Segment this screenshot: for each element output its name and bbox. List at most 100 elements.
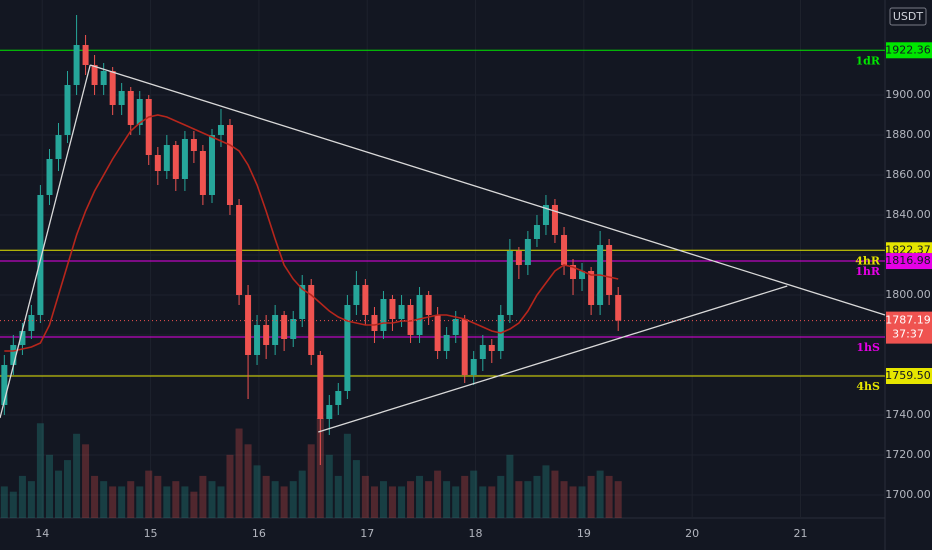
volume-bar — [0, 486, 8, 518]
candle-body — [145, 99, 152, 155]
volume-bar — [388, 486, 396, 518]
candle-body — [606, 245, 613, 295]
volume-bar — [587, 475, 595, 518]
volume-bar — [271, 481, 279, 518]
candle-body — [181, 139, 188, 179]
candle-body — [37, 195, 44, 315]
candle-body — [308, 285, 315, 355]
volume-bar — [352, 460, 360, 518]
candle-body — [434, 315, 441, 351]
candle-body — [217, 125, 224, 135]
candle-body — [353, 285, 360, 305]
candle-body — [236, 205, 243, 295]
level-price-box — [886, 253, 932, 270]
volume-bar — [596, 470, 604, 518]
volume-bar — [54, 470, 62, 518]
volume-bar — [145, 470, 153, 518]
level-name: 4hS — [856, 380, 880, 393]
candle-body — [362, 285, 369, 315]
volume-bar — [154, 475, 162, 518]
candle-body — [1, 365, 8, 405]
volume-bar — [497, 475, 505, 518]
candle-body — [425, 295, 432, 315]
candle-body — [299, 285, 306, 319]
candle-body — [190, 139, 197, 151]
candle-body — [64, 85, 71, 135]
volume-bar — [434, 470, 442, 518]
volume-bar — [551, 470, 559, 518]
volume-bar — [217, 486, 225, 518]
last-price-box — [886, 311, 932, 344]
x-tick-label: 17 — [360, 527, 374, 540]
volume-bar — [316, 418, 324, 518]
candle-body — [172, 145, 179, 179]
x-tick-label: 20 — [685, 527, 699, 540]
y-tick-label: 1700.00 — [885, 488, 931, 501]
candle-body — [407, 305, 414, 335]
volume-bar — [325, 454, 333, 518]
level-price-label: 1822.37 — [885, 243, 931, 256]
candle-body — [245, 295, 252, 355]
volume-bar — [18, 475, 26, 518]
candle-body — [561, 235, 568, 265]
candle-body — [19, 331, 26, 345]
level-name: 1hR — [855, 265, 881, 278]
countdown-label: 37:37 — [892, 328, 924, 341]
x-tick-label: 18 — [469, 527, 483, 540]
volume-bar — [100, 481, 108, 518]
candle-body — [226, 125, 233, 205]
level-price-label: 1922.36 — [885, 43, 931, 56]
volume-bar — [172, 481, 180, 518]
unit-box[interactable] — [889, 7, 927, 26]
volume-bar — [488, 486, 496, 518]
volume-bar — [136, 486, 144, 518]
volume-bar — [343, 433, 351, 518]
candle-body — [542, 205, 549, 225]
x-tick-label: 19 — [577, 527, 591, 540]
volume-bar — [461, 475, 469, 518]
level-price-label: 1759.50 — [885, 369, 931, 382]
volume-bar — [199, 475, 207, 518]
candle-body — [380, 299, 387, 331]
x-tick-label: 21 — [794, 527, 808, 540]
candle-body — [10, 345, 17, 365]
volume-bar — [443, 481, 451, 518]
volume-bar — [533, 475, 541, 518]
volume-bar — [109, 486, 117, 518]
level-name: 4hR — [855, 254, 881, 267]
y-tick-label: 1900.00 — [885, 88, 931, 101]
candle-body — [154, 155, 161, 171]
candle-body — [588, 271, 595, 305]
y-tick-label: 1880.00 — [885, 128, 931, 141]
candle-body — [335, 391, 342, 405]
volume-bar — [226, 454, 234, 518]
volume-bar — [91, 475, 99, 518]
candle-body — [199, 151, 206, 195]
volume-bar — [407, 481, 415, 518]
candle-body — [272, 315, 279, 345]
volume-bar — [253, 465, 261, 518]
volume-bar — [524, 481, 532, 518]
volume-bar — [334, 475, 342, 518]
candle-body — [109, 71, 116, 105]
trendline — [318, 285, 788, 433]
candle-body — [398, 305, 405, 319]
volume-bar — [63, 460, 71, 518]
moving-average — [4, 114, 619, 352]
x-tick-label: 15 — [144, 527, 158, 540]
candle-body — [263, 325, 270, 345]
volume-bar — [416, 475, 424, 518]
candle-body — [488, 345, 495, 351]
candle-body — [570, 265, 577, 279]
volume-bar — [452, 486, 460, 518]
candle-body — [615, 295, 622, 321]
candle-body — [208, 135, 215, 195]
level-price-label: 1816.98 — [885, 254, 931, 267]
x-tick-label: 14 — [35, 527, 49, 540]
volume-bar — [36, 423, 44, 518]
volume-bar — [244, 444, 252, 518]
volume-bar — [27, 481, 35, 518]
volume-bar — [361, 475, 369, 518]
